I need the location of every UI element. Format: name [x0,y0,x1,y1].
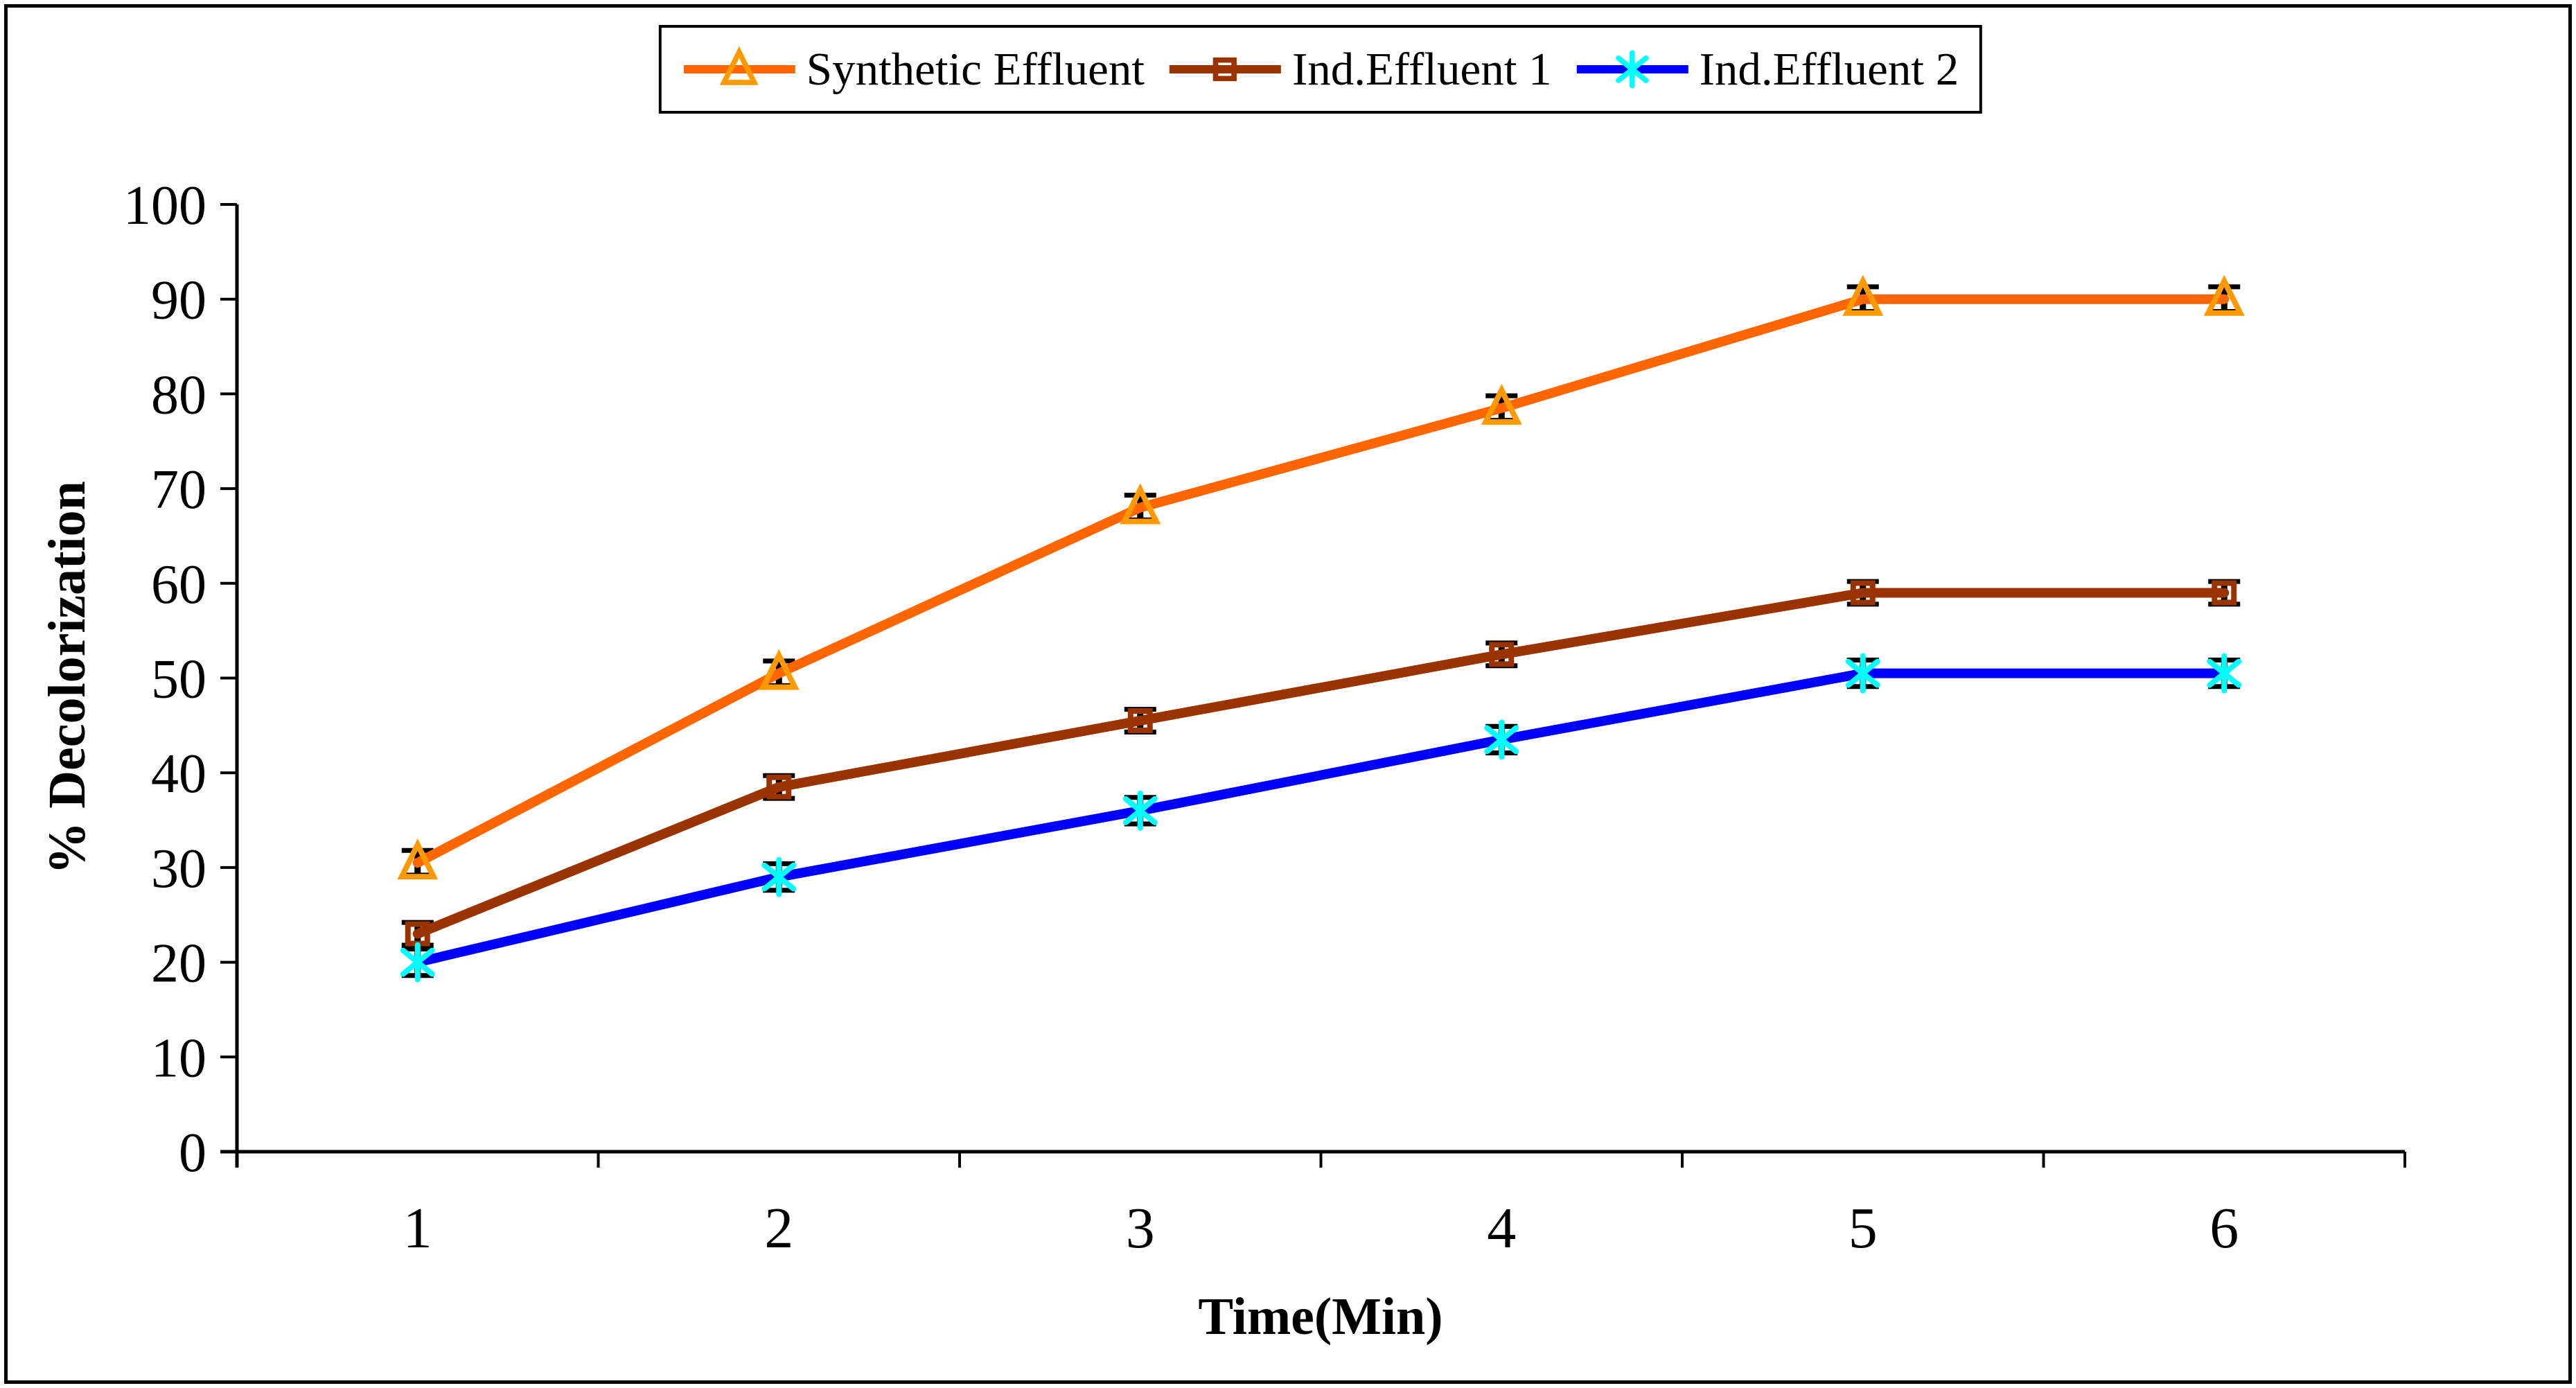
legend-label: Ind.Effluent 2 [1699,43,1959,95]
data-point-marker [761,856,797,897]
data-point-marker [1850,580,1876,606]
legend-marker-ind-effluent-1 [1169,57,1281,82]
data-point-marker [1615,50,1649,89]
data-point-marker [1481,383,1522,425]
axes: 0 10 20 30 40 50 60 70 80 90 100 1 2 3 4 5 6 [123,175,2406,1260]
legend-label: Synthetic Effluent [806,43,1145,95]
data-point-marker [2207,653,2242,694]
data-point-marker [1122,790,1158,831]
series-line-ind-effluent-2 [412,668,2230,967]
x-tick-label: 1 [403,1196,432,1260]
series-line-synthetic-effluent [412,294,2230,868]
data-point-marker [1484,719,1519,760]
series-synthetic-effluent [397,274,2245,880]
legend: Synthetic Effluent Ind.Effluent 1 Ind.Ef… [658,25,1983,114]
error-bars [401,284,2241,878]
y-axis-title: % Decolorization [38,481,96,875]
y-tick-label: 90 [151,270,206,331]
y-tick-label: 70 [151,459,206,520]
y-tick-label: 40 [151,744,206,805]
y-tick-label: 20 [151,933,206,994]
data-point-marker [1842,274,1884,316]
data-point-marker [2212,580,2237,606]
data-point-marker [400,942,435,983]
y-tick-label: 30 [151,838,206,899]
x-tick-label: 3 [1126,1196,1155,1260]
data-point-marker [1212,57,1237,82]
y-tick-label: 50 [151,649,206,710]
legend-item-ind-effluent-2: Ind.Effluent 2 [1576,45,1959,94]
series-group [397,274,2245,983]
legend-item-synthetic-effluent: Synthetic Effluent [682,45,1145,94]
legend-marker-ind-effluent-2 [1576,50,1688,89]
x-tick-label: 5 [1849,1196,1878,1260]
series-line-ind-effluent-1 [412,588,2230,939]
data-point-marker [1127,708,1153,734]
x-tick-label: 6 [2209,1196,2239,1260]
data-point-marker [1120,483,1161,525]
legend-item-ind-effluent-1: Ind.Effluent 1 [1168,45,1552,94]
legend-label: Ind.Effluent 1 [1291,43,1552,95]
series-ind-effluent-1 [401,579,2241,948]
data-point-marker [397,838,439,880]
y-tick-label: 100 [123,175,206,236]
x-axis-title: Time(Min) [1198,1288,1443,1346]
series-ind-effluent-2 [400,653,2242,983]
y-tick-label: 80 [151,364,206,425]
error-bars [401,658,2241,978]
data-point-marker [1489,642,1515,667]
y-tick-label: 10 [151,1028,206,1089]
data-point-marker [758,649,800,690]
y-tick-label: 0 [179,1123,206,1184]
data-point-marker [719,46,759,85]
data-point-marker [2203,274,2245,316]
x-tick-label: 2 [764,1196,793,1260]
data-point-marker [1845,653,1880,694]
data-point-marker [766,774,792,800]
error-bars [401,579,2241,948]
legend-marker-synthetic-effluent [683,46,795,85]
y-tick-label: 60 [151,554,206,615]
x-tick-label: 4 [1487,1196,1516,1260]
